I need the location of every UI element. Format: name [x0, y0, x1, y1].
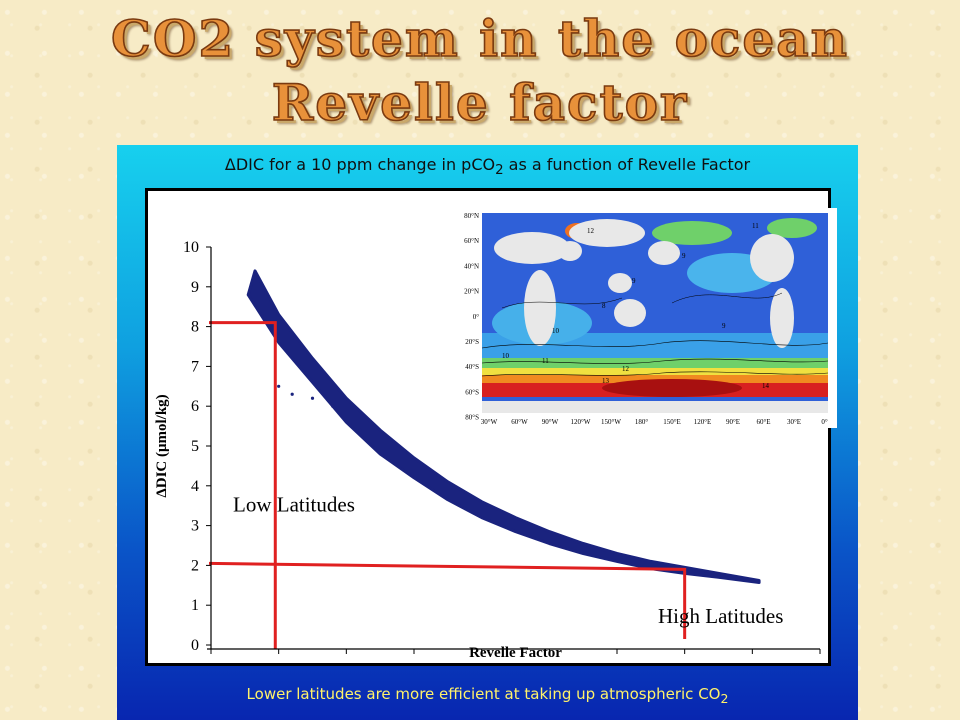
y-tick-label: 9: [191, 279, 199, 296]
map-contour-label: 13: [602, 377, 610, 385]
x-tick-label: 15: [677, 662, 693, 663]
slide-title-line-2: Revelle factor: [271, 73, 689, 132]
map-lat-label: 80°S: [465, 414, 479, 422]
map-lon-label: 180°: [635, 418, 649, 426]
scatter-point: [358, 428, 362, 432]
map-contour-label: 9: [632, 277, 636, 285]
scatter-point-cloud: [246, 269, 761, 584]
revelle-factor-map: 12 11 9 10 9 8 9 10 11 12 13 14: [482, 213, 828, 413]
inset-map-ticks: 80°N 60°N 40°N 20°N 0° 20°S 40°S 60°S 80°S30°W 60…: [464, 212, 828, 426]
x-tick-label: 8: [207, 662, 215, 663]
x-tick-label: 10: [338, 662, 354, 663]
footer-text: Lower latitudes are more efficient at ta…: [246, 685, 721, 703]
map-contour-label: 9: [722, 322, 726, 330]
map-lat-label: 40°S: [465, 363, 479, 371]
x-tick-label: 13: [541, 662, 557, 663]
scatter-point: [310, 396, 315, 400]
y-tick-label: 4: [191, 478, 199, 495]
scatter-point: [277, 384, 281, 388]
figure-heading: ΔDIC for a 10 ppm change in pCO2 as a fu…: [117, 155, 858, 178]
map-lon-label: 120°W: [571, 418, 591, 426]
scatter-points-layer: [246, 269, 761, 584]
annotation-low-latitudes: Low Latitudes: [233, 493, 355, 517]
map-lat-label: 60°S: [465, 388, 479, 396]
low-latitude-reference-line: [209, 321, 277, 649]
map-lon-label: 0°: [821, 418, 828, 426]
inset-map: 80°N 60°N 40°N 20°N 0° 20°S 40°S 60°S 80°S 30°W 60…: [457, 208, 837, 428]
figure-footer: Lower latitudes are more efficient at ta…: [117, 685, 858, 706]
map-contour-label: 11: [542, 357, 549, 365]
y-tick-label: 5: [191, 438, 199, 455]
map-contour-label: 8: [602, 302, 606, 310]
x-tick-label: 12: [474, 662, 490, 663]
y-tick-label: 2: [191, 557, 199, 574]
map-lon-label: 30°E: [787, 418, 801, 426]
map-lon-label: 60°W: [511, 418, 528, 426]
map-lat-label: 20°N: [464, 288, 479, 296]
x-tick-label: 14: [609, 662, 625, 663]
axes-layer: 012345678910891011121314151617: [183, 239, 828, 663]
heading-subscript: 2: [495, 163, 504, 179]
map-contour-label: 12: [622, 365, 630, 373]
y-tick-label: 0: [191, 637, 199, 654]
map-lon-label: 60°E: [756, 418, 770, 426]
reference-lines-layer: [208, 321, 687, 649]
footer-subscript: 2: [720, 691, 729, 706]
map-contour-label: 14: [762, 382, 770, 390]
map-lat-label: 40°N: [464, 262, 479, 270]
y-tick-label: 8: [191, 319, 199, 336]
map-lat-label: 0°: [473, 313, 480, 321]
map-lon-label: 150°W: [601, 418, 621, 426]
map-lon-label: 30°W: [481, 418, 498, 426]
heading-text: ΔDIC for a 10 ppm change in pCO: [224, 155, 496, 174]
map-contour-label: 10: [552, 327, 560, 335]
inset-map-image: 12 11 9 10 9 8 9 10 11 12 13 14: [482, 213, 828, 413]
map-lat-label: 20°S: [465, 338, 479, 346]
x-tick-label: 11: [406, 662, 421, 663]
x-axis-title: Revelle Factor: [469, 645, 562, 661]
y-tick-label: 6: [191, 398, 199, 415]
y-tick-label: 1: [191, 597, 199, 614]
slide-title-line-1: CO2 system in the ocean: [110, 9, 849, 68]
map-contour-label: 9: [682, 252, 686, 260]
x-tick-label: 9: [275, 662, 283, 663]
heading-text-rest: as a function of Revelle Factor: [503, 155, 751, 174]
scatter-point: [331, 404, 335, 408]
map-contour-label: 11: [752, 222, 759, 230]
map-lon-label: 90°W: [542, 418, 559, 426]
scatter-point: [290, 392, 294, 396]
y-tick-label: 10: [183, 239, 199, 256]
map-lon-label: 150°E: [663, 418, 681, 426]
x-tick-label: 17: [812, 662, 828, 663]
y-axis-title: ΔDIC (μmol/kg): [154, 394, 170, 497]
high-latitude-reference-line: [208, 561, 687, 639]
annotation-high-latitudes: High Latitudes: [658, 604, 783, 628]
x-tick-label: 16: [744, 662, 760, 663]
map-lon-label: 90°E: [726, 418, 740, 426]
map-contour-label: 12: [587, 227, 595, 235]
y-tick-label: 7: [191, 358, 199, 375]
map-lat-label: 60°N: [464, 237, 479, 245]
map-lat-label: 80°N: [464, 212, 479, 220]
map-lon-label: 120°E: [694, 418, 712, 426]
y-tick-label: 3: [191, 518, 199, 535]
scatter-chart: 012345678910891011121314151617 Revelle F…: [154, 239, 828, 663]
map-contour-label: 10: [502, 352, 510, 360]
